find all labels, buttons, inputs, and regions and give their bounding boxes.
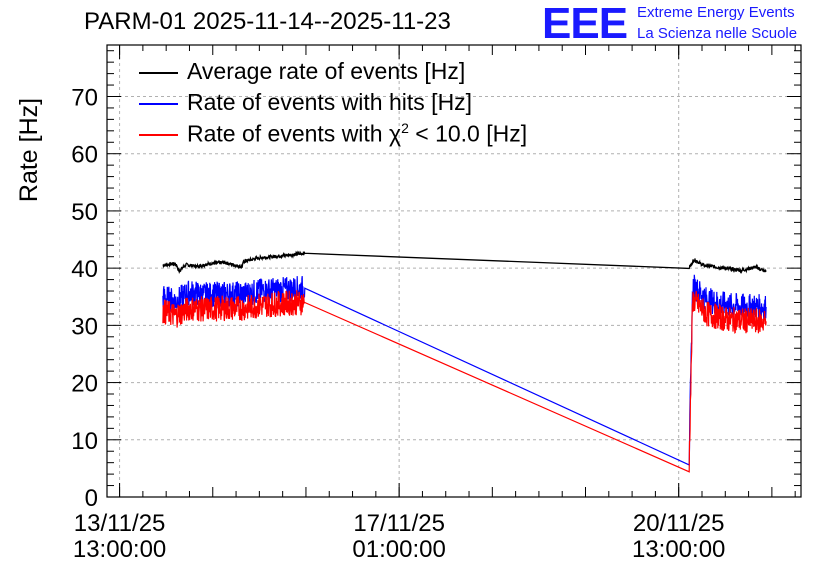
y-tick-label: 60: [71, 142, 98, 169]
x-tick-label-date: 13/11/25: [74, 510, 166, 537]
x-tick-label-time: 01:00:00: [352, 536, 445, 563]
legend-label-hits: Rate of events with hits [Hz]: [187, 89, 473, 115]
y-tick-label: 0: [85, 485, 98, 512]
x-tick-label-time: 13:00:00: [632, 536, 725, 563]
y-tick-label: 50: [71, 199, 98, 226]
series-line-chi2: [162, 290, 767, 473]
eee-logo: EEE: [542, 0, 628, 48]
legend-chi2-prefix: Rate of events with: [187, 120, 389, 147]
legend-chi2-suffix: < 10.0 [Hz]: [408, 120, 528, 147]
y-axis-label: Rate [Hz]: [15, 97, 43, 203]
y-tick-label: 30: [71, 313, 98, 340]
logo-line-1: Extreme Energy Events: [637, 4, 795, 21]
x-tick-label-time: 13:00:00: [73, 536, 166, 563]
y-tick-label: 10: [71, 428, 98, 455]
series-group: [162, 250, 767, 473]
x-tick-label-date: 20/11/25: [633, 510, 725, 537]
y-tick-label: 20: [71, 371, 98, 398]
chi-symbol: χ: [389, 120, 402, 147]
series-line-hits: [162, 274, 767, 466]
series-line-average: [162, 250, 767, 274]
axes: 01020304050607013/11/2513:00:0017/11/250…: [71, 44, 802, 563]
chart-title: PARM-01 2025-11-14--2025-11-23: [84, 8, 451, 35]
y-tick-label: 70: [71, 84, 98, 111]
legend-label-average: Average rate of events [Hz]: [187, 58, 466, 84]
logo-line-2: La Scienza nelle Scuole: [637, 25, 798, 42]
y-tick-label: 40: [71, 256, 98, 283]
chi-superscript: 2: [401, 120, 409, 136]
plot-frame: [106, 44, 802, 498]
x-tick-label-date: 17/11/25: [353, 510, 445, 537]
legend-label-chi2: Rate of events with χ2 < 10.0 [Hz]: [187, 120, 527, 148]
